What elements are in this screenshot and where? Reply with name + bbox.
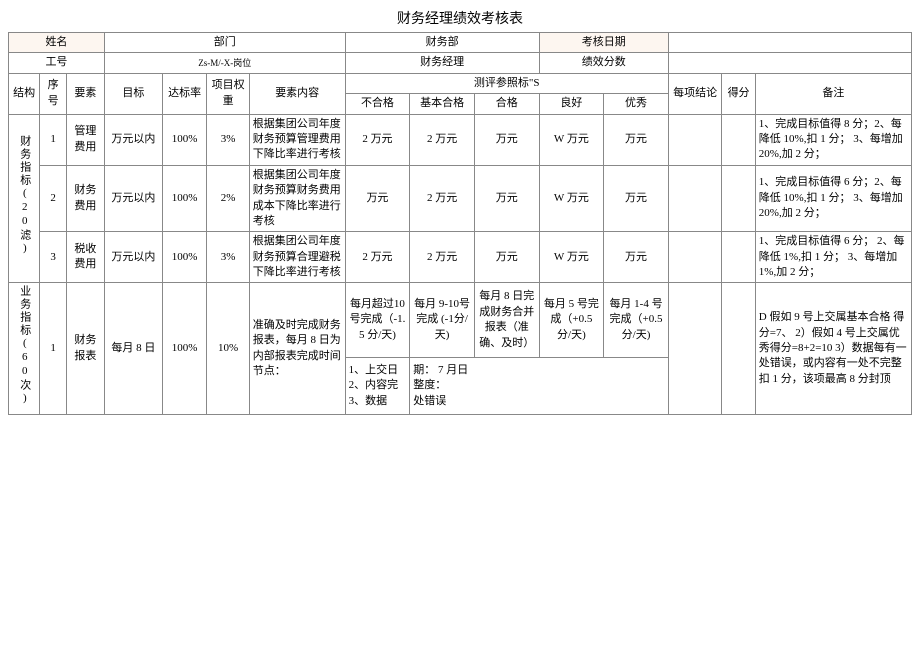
cell-seq: 2 (40, 165, 67, 232)
cell-conclusion (668, 283, 722, 414)
pos-code: Zs-M/-X-岗位 (104, 53, 345, 73)
cell-seq: 1 (40, 114, 67, 165)
pos-value: 财务经理 (345, 53, 539, 73)
cell-elem: 税收费用 (66, 232, 104, 283)
cell-g2: 每月 9-10号完成 (-1分/天) (410, 283, 475, 357)
cell-rate: 100% (162, 283, 207, 414)
date-value (668, 33, 911, 53)
cell-g2: 2 万元 (410, 165, 475, 232)
dept-label: 部门 (104, 33, 345, 53)
cell-g3: 万元 (474, 114, 539, 165)
name-label: 姓名 (9, 33, 105, 53)
table-row: 3 税收费用 万元以内 100% 3% 根据集团公司年度财务预算合理避税下降比率… (9, 232, 912, 283)
cell-g4: 每月 5 号完成（+0.5 分/天) (539, 283, 604, 357)
cell-g5: 万元 (604, 232, 669, 283)
dept-value: 财务部 (345, 33, 539, 53)
cell-content: 准确及时完成财务报表，每月 8 日为内部报表完成时间节点： (249, 283, 345, 414)
cell-g5: 万元 (604, 165, 669, 232)
cell-score (722, 114, 755, 165)
cell-target: 每月 8 日 (104, 283, 162, 414)
score-value (668, 53, 911, 73)
cell-g5: 每月 1-4 号完成（+0.5分/天) (604, 283, 669, 357)
cell-score (722, 232, 755, 283)
cell-g2: 2 万元 (410, 114, 475, 165)
col-score: 得分 (722, 73, 755, 114)
cell-g3: 万元 (474, 165, 539, 232)
cell-sub: 1、上交日 2、内容完 3、数据 (345, 357, 410, 414)
cell-rate: 100% (162, 165, 207, 232)
col-g2: 基本合格 (410, 94, 475, 114)
cell-g1: 2 万元 (345, 114, 410, 165)
empno-label: 工号 (9, 53, 105, 73)
cell-target: 万元以内 (104, 114, 162, 165)
cell-target: 万元以内 (104, 165, 162, 232)
cell-weight: 2% (207, 165, 249, 232)
col-seq: 序号 (40, 73, 67, 114)
page-title: 财务经理绩效考核表 (8, 8, 912, 28)
table-row: 业务指标(60次) 1 财务报表 每月 8 日 100% 10% 准确及时完成财… (9, 283, 912, 357)
cell-weight: 3% (207, 232, 249, 283)
col-element: 要素 (66, 73, 104, 114)
cell-g4: W 万元 (539, 165, 604, 232)
cell-score (722, 165, 755, 232)
section2-name: 业务指标(60次) (9, 283, 40, 414)
col-target: 目标 (104, 73, 162, 114)
cell-g3: 每月 8 日完成财务合并报表（准确、及时） (474, 283, 539, 357)
col-rate: 达标率 (162, 73, 207, 114)
cell-rate: 100% (162, 114, 207, 165)
cell-weight: 3% (207, 114, 249, 165)
cell-content: 根据集团公司年度财务预算财务费用成本下降比率进行考核 (249, 165, 345, 232)
col-g3: 合格 (474, 94, 539, 114)
cell-g1: 2 万元 (345, 232, 410, 283)
cell-remark: D 假如 9 号上交属基本合格 得分=7、 2）假如 4 号上交属优秀得分=8+… (755, 283, 911, 414)
cell-sub-right: 期： 7 月日 整度： 处错误 (410, 357, 669, 414)
cell-content: 根据集团公司年度财务预算合理避税下降比率进行考核 (249, 232, 345, 283)
cell-remark: 1、完成目标值得 8 分；2、每降低 10%,扣 1 分； 3、每增加 20%,… (755, 114, 911, 165)
col-content: 要素内容 (249, 73, 345, 114)
col-ref-header: 测评参照标"S (345, 73, 668, 93)
cell-conclusion (668, 114, 722, 165)
cell-seq: 1 (40, 283, 67, 414)
cell-weight: 10% (207, 283, 249, 414)
score-label: 绩效分数 (539, 53, 668, 73)
col-g4: 良好 (539, 94, 604, 114)
cell-elem: 财务费用 (66, 165, 104, 232)
section1-name: 财务指标(20滤) (9, 114, 40, 283)
cell-elem: 管理费用 (66, 114, 104, 165)
cell-score (722, 283, 755, 414)
cell-g2: 2 万元 (410, 232, 475, 283)
cell-seq: 3 (40, 232, 67, 283)
cell-elem: 财务报表 (66, 283, 104, 414)
cell-rate: 100% (162, 232, 207, 283)
col-conclusion: 每项结论 (668, 73, 722, 114)
cell-g4: W 万元 (539, 114, 604, 165)
cell-g1: 每月超过10 号完成（-1.5 分/天) (345, 283, 410, 357)
cell-conclusion (668, 232, 722, 283)
cell-target: 万元以内 (104, 232, 162, 283)
cell-remark: 1、完成目标值得 6 分；2、每降低 10%,扣 1 分； 3、每增加 20%,… (755, 165, 911, 232)
cell-conclusion (668, 165, 722, 232)
cell-g3: 万元 (474, 232, 539, 283)
date-label: 考核日期 (539, 33, 668, 53)
col-g1: 不合格 (345, 94, 410, 114)
col-g5: 优秀 (604, 94, 669, 114)
assessment-table: 姓名 部门 财务部 考核日期 工号 Zs-M/-X-岗位 财务经理 绩效分数 结… (8, 32, 912, 415)
cell-remark: 1、完成目标值得 6 分； 2、每降低 1%,扣 1 分； 3、每增加 1%,加… (755, 232, 911, 283)
cell-g5: 万元 (604, 114, 669, 165)
cell-g1: 万元 (345, 165, 410, 232)
cell-content: 根据集团公司年度财务预算管理费用下降比率进行考核 (249, 114, 345, 165)
col-structure: 结构 (9, 73, 40, 114)
col-remark: 备注 (755, 73, 911, 114)
table-row: 2 财务费用 万元以内 100% 2% 根据集团公司年度财务预算财务费用成本下降… (9, 165, 912, 232)
col-weight: 项目权重 (207, 73, 249, 114)
table-row: 财务指标(20滤) 1 管理费用 万元以内 100% 3% 根据集团公司年度财务… (9, 114, 912, 165)
cell-g4: W 万元 (539, 232, 604, 283)
